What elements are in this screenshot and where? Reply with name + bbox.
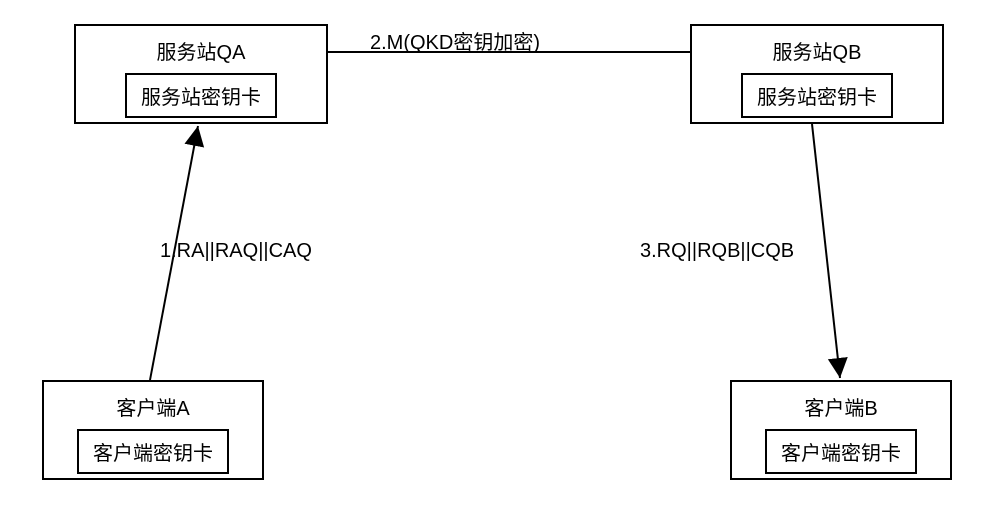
inner-box-qb: 服务站密钥卡 [741,73,893,118]
node-title-qa: 服务站QA [157,36,246,65]
edge-label-1: 1.RA||RAQ||CAQ [160,240,312,263]
node-client-b: 客户端B 客户端密钥卡 [730,380,952,480]
edge-label-2: 2.M(QKD密钥加密) [370,26,540,55]
node-client-a: 客户端A 客户端密钥卡 [42,380,264,480]
node-title-qb: 服务站QB [773,36,862,65]
node-title-ca: 客户端A [116,392,189,421]
node-title-cb: 客户端B [804,392,877,421]
node-service-qb: 服务站QB 服务站密钥卡 [690,24,944,124]
inner-box-qa: 服务站密钥卡 [125,73,277,118]
node-service-qa: 服务站QA 服务站密钥卡 [74,24,328,124]
edge-3 [812,124,840,378]
edge-label-3: 3.RQ||RQB||CQB [640,240,794,263]
inner-box-ca: 客户端密钥卡 [77,429,229,474]
inner-box-cb: 客户端密钥卡 [765,429,917,474]
